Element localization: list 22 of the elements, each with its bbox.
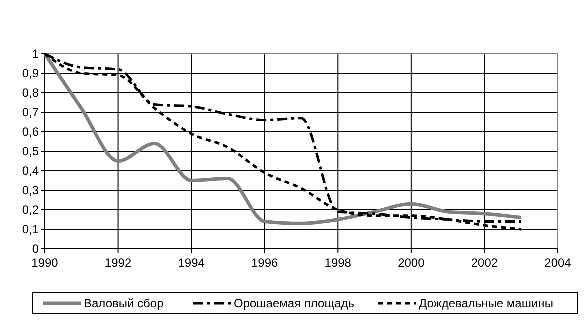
y-tick-label: 0,1: [22, 222, 40, 237]
y-tick-label: 0,2: [22, 203, 40, 218]
x-tick-label: 1990: [32, 256, 59, 270]
y-tick-label: 0: [32, 242, 40, 256]
legend-label: Орошаемая площадь: [234, 296, 355, 311]
legend-label: Валовый сбор: [84, 296, 164, 311]
x-tick-label: 2000: [398, 256, 426, 270]
x-tick-label: 1998: [324, 256, 352, 270]
x-tick-label: 1994: [178, 256, 206, 270]
legend-label: Дождевальные машины: [419, 296, 554, 311]
y-tick-label: 0,8: [22, 86, 40, 100]
y-tick-label: 0,7: [22, 106, 40, 120]
y-tick-label: 0,6: [22, 125, 40, 140]
y-tick-label: 0,4: [22, 164, 40, 178]
y-tick-label: 0,3: [22, 184, 40, 198]
x-tick-label: 1992: [104, 256, 132, 270]
y-tick-label: 0,9: [22, 66, 40, 81]
y-tick-label: 1: [32, 47, 40, 62]
y-tick-label: 0,5: [22, 144, 40, 159]
x-tick-label: 2002: [471, 256, 498, 270]
x-tick-label: 2004: [544, 256, 572, 270]
x-tick-label: 1996: [252, 256, 279, 270]
